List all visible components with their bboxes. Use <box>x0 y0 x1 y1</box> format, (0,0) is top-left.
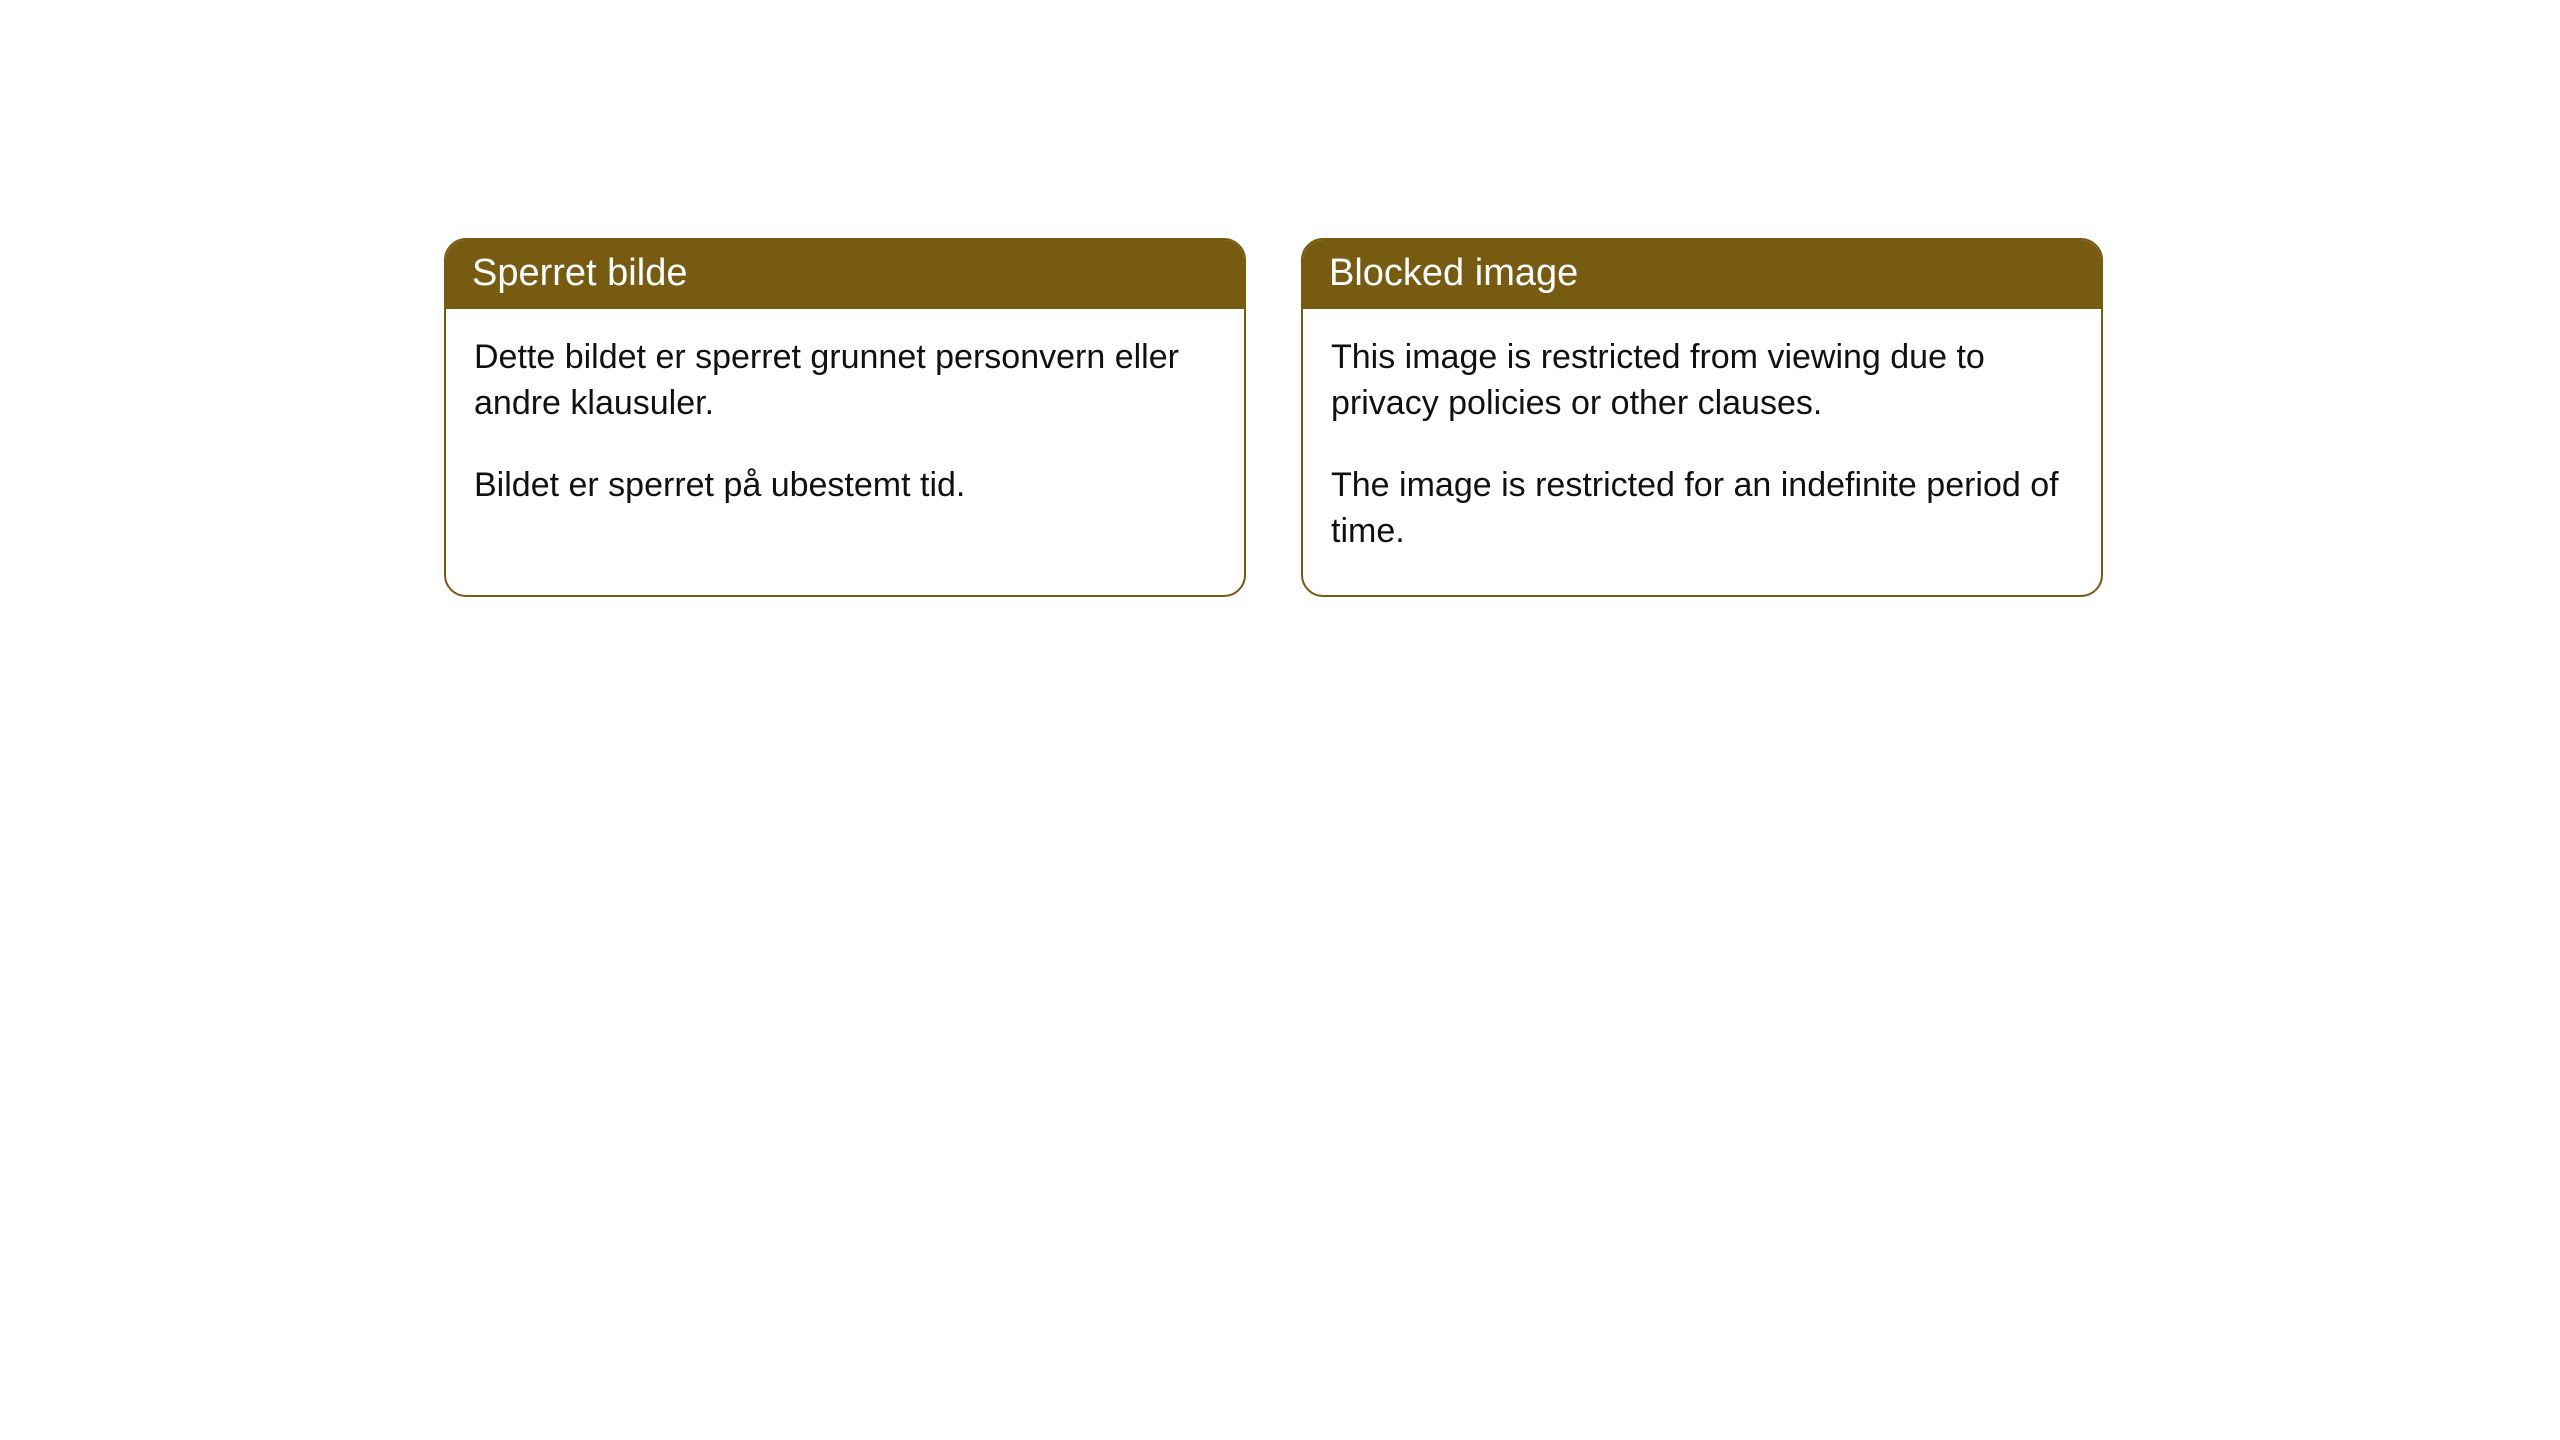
card-paragraph: This image is restricted from viewing du… <box>1331 335 2073 427</box>
card-body: Dette bildet er sperret grunnet personve… <box>446 309 1244 549</box>
card-paragraph: The image is restricted for an indefinit… <box>1331 463 2073 555</box>
card-title: Sperret bilde <box>472 252 687 294</box>
card-paragraph: Dette bildet er sperret grunnet personve… <box>474 335 1216 427</box>
card-body: This image is restricted from viewing du… <box>1303 309 2101 595</box>
card-header: Sperret bilde <box>446 240 1244 309</box>
card-paragraph: Bildet er sperret på ubestemt tid. <box>474 463 1216 509</box>
notice-card-norwegian: Sperret bilde Dette bildet er sperret gr… <box>444 238 1246 597</box>
notice-card-english: Blocked image This image is restricted f… <box>1301 238 2103 597</box>
card-header: Blocked image <box>1303 240 2101 309</box>
notice-cards-container: Sperret bilde Dette bildet er sperret gr… <box>444 238 2103 597</box>
card-title: Blocked image <box>1329 252 1578 294</box>
